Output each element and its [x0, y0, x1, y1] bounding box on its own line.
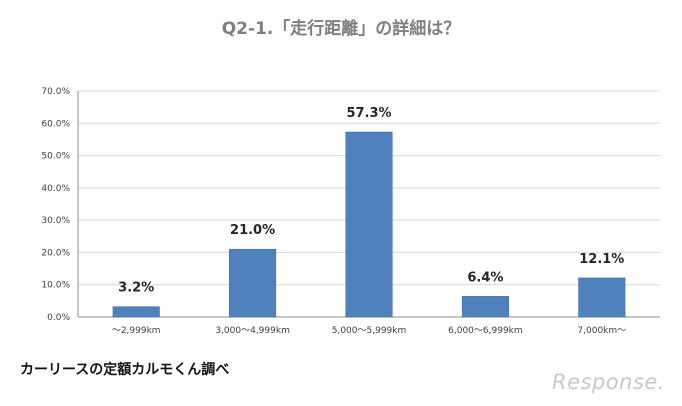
data-label: 6.4%	[467, 270, 503, 285]
y-axis-ticks: 0.0% 10.0% 20.0% 30.0% 40.0% 50.0% 60.0% 70.0%	[41, 87, 70, 323]
bar	[461, 296, 509, 318]
y-tick-label: 60.0%	[41, 119, 70, 129]
y-tick-label: 50.0%	[41, 152, 70, 162]
category-label: 〜2,999km	[112, 326, 161, 336]
category-label: 5,000〜5,999km	[332, 326, 407, 336]
source-note: カーリースの定額カルモくん調べ	[20, 362, 230, 378]
response-logo: Response.	[552, 370, 665, 394]
category-label: 7,000km〜	[577, 326, 626, 336]
data-label: 21.0%	[230, 223, 275, 238]
y-tick-label: 10.0%	[41, 281, 70, 291]
data-label: 12.1%	[579, 252, 624, 267]
chart-title: Q2-1.「走行距離」の詳細は？	[222, 18, 461, 39]
bar	[229, 248, 277, 318]
data-label: 57.3%	[346, 106, 391, 121]
y-tick-label: 40.0%	[41, 184, 70, 194]
y-tick-label: 70.0%	[41, 87, 70, 97]
bars	[112, 131, 626, 318]
y-tick-label: 20.0%	[41, 248, 70, 258]
bar-chart: Q2-1.「走行距離」の詳細は？ 0.0% 10.0% 20.0% 30.0% 40.0…	[41, 18, 660, 336]
y-tick-label: 0.0%	[47, 313, 70, 323]
category-label: 6,000〜6,999km	[448, 326, 523, 336]
category-labels: 〜2,999km 3,000〜4,999km 5,000〜5,999km 6,000〜…	[112, 326, 626, 336]
bar	[578, 277, 626, 318]
data-labels: 3.2% 21.0% 57.3% 6.4% 12.1%	[118, 106, 624, 296]
bar	[112, 306, 160, 318]
bar	[345, 131, 393, 318]
data-label: 3.2%	[118, 281, 154, 296]
y-tick-label: 30.0%	[41, 216, 70, 226]
category-label: 3,000〜4,999km	[215, 326, 290, 336]
